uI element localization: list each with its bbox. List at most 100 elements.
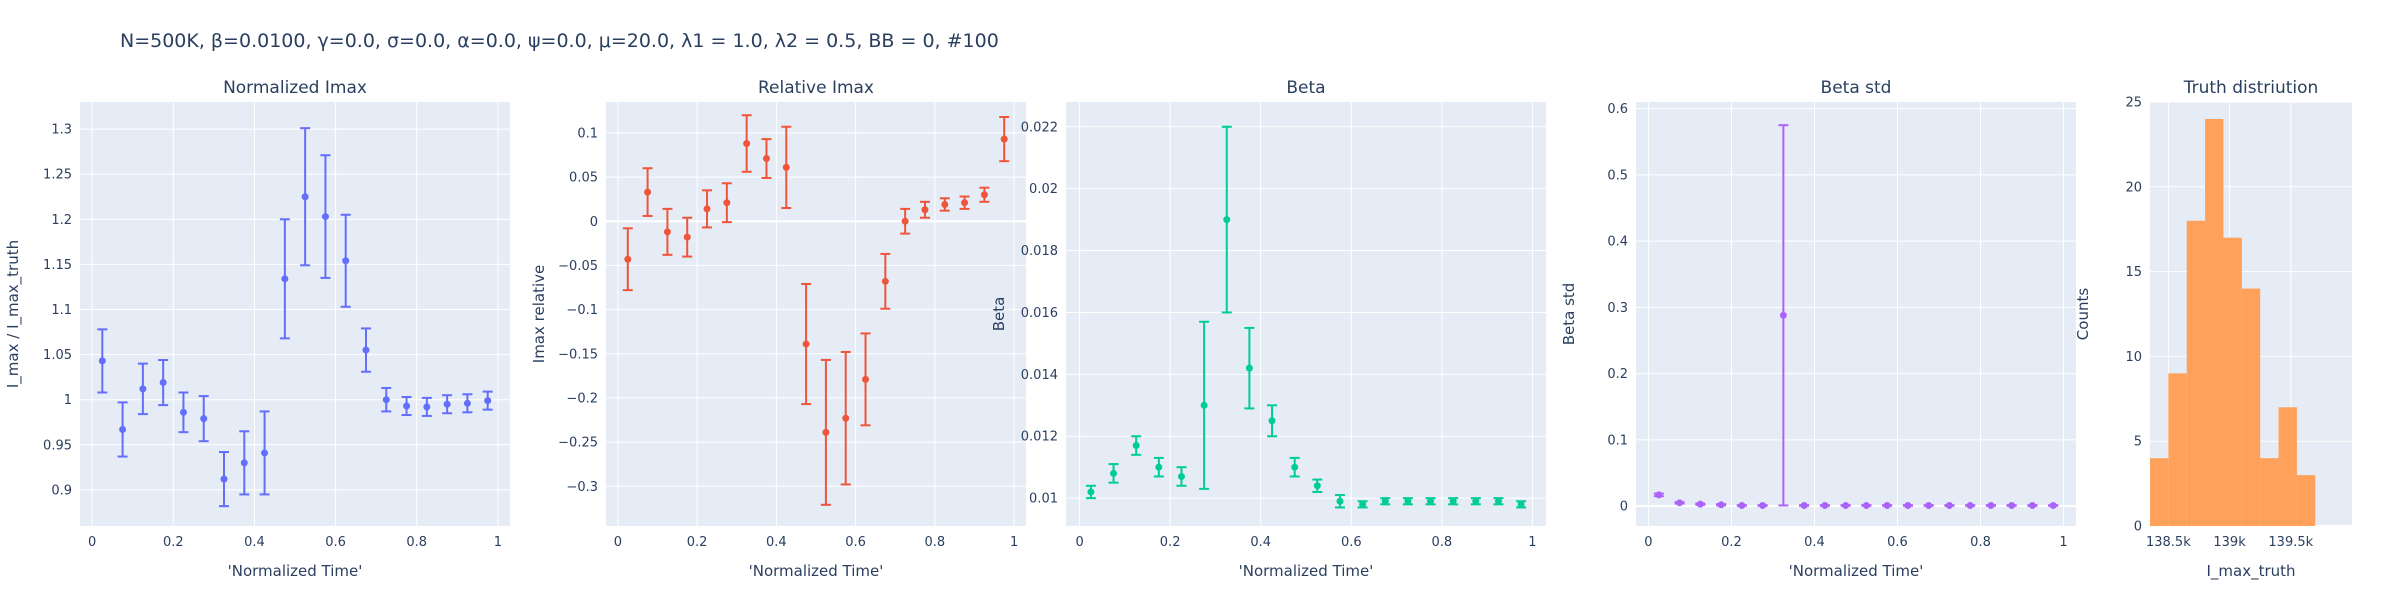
x-tick-label: 0.6 — [325, 535, 346, 550]
marker — [782, 163, 790, 171]
x-tick-label: 0 — [1075, 535, 1083, 550]
marker — [980, 191, 988, 199]
data-point-5 — [1176, 466, 1187, 487]
data-point-10 — [1840, 501, 1851, 509]
marker — [1359, 500, 1367, 508]
marker — [644, 188, 652, 196]
marker — [484, 397, 492, 405]
y-axis-label: I_max / I_max_truth — [4, 240, 23, 388]
marker — [1842, 501, 1850, 509]
histogram-bar-5 — [2223, 237, 2242, 526]
data-point-7 — [741, 114, 752, 173]
marker — [941, 200, 949, 208]
x-tick-label: 0 — [614, 535, 622, 550]
marker — [842, 414, 850, 422]
y-tick-label: 1.15 — [43, 258, 72, 273]
subplot-title: Truth distriution — [2183, 78, 2319, 98]
data-point-18 — [442, 394, 453, 415]
data-point-19 — [462, 393, 473, 414]
y-axis-label: Beta std — [1560, 283, 1578, 346]
subplot-3: 0 0.2 0.4 0.6 0.8 1 0.01 0.012 0.014 0.016 0.018 0.… — [990, 78, 1546, 580]
marker — [463, 399, 471, 407]
data-point-20 — [999, 116, 1010, 163]
x-tick-label: 0.2 — [1721, 535, 1742, 550]
y-tick-label: 0.1 — [577, 126, 598, 141]
y-tick-label: 5 — [2134, 435, 2142, 450]
x-tick-label: 0.4 — [1250, 535, 1271, 550]
marker — [1676, 499, 1684, 507]
marker — [822, 428, 830, 436]
marker — [98, 357, 106, 365]
data-point-8 — [1244, 326, 1255, 410]
y-tick-label: 0 — [590, 215, 598, 230]
marker — [1925, 501, 1933, 509]
data-point-13 — [1357, 500, 1368, 509]
marker — [703, 205, 711, 213]
data-point-14 — [360, 327, 371, 373]
x-tick-label: 0.2 — [1160, 535, 1181, 550]
x-tick-label: 0.8 — [406, 535, 427, 550]
marker — [342, 257, 350, 265]
marker — [1404, 497, 1412, 505]
marker — [1472, 497, 1480, 505]
data-point-10 — [801, 282, 812, 406]
y-tick-label: −0.1 — [566, 303, 598, 318]
marker — [159, 379, 167, 387]
y-tick-label: 1.1 — [51, 303, 72, 318]
x-tick-label: 0.6 — [1341, 535, 1362, 550]
marker — [663, 228, 671, 236]
data-point-16 — [1965, 501, 1976, 509]
data-point-5 — [178, 391, 189, 434]
marker — [200, 415, 208, 423]
data-point-8 — [1799, 501, 1810, 509]
data-point-13 — [860, 332, 871, 427]
data-point-11 — [1861, 501, 1872, 509]
data-point-19 — [1493, 497, 1504, 506]
y-axis-label: Beta — [990, 297, 1008, 332]
subplot-5: 138.5k 139k 139.5k 0 5 10 15 20 25 Truth distriut… — [2074, 78, 2352, 581]
plot-background — [1636, 102, 2076, 526]
y-tick-label: 1.3 — [51, 123, 72, 138]
data-point-14 — [1380, 497, 1391, 506]
data-point-5 — [702, 189, 713, 229]
marker — [802, 340, 810, 348]
subplot-title: Beta std — [1821, 78, 1892, 98]
histogram-bar-2 — [2168, 373, 2187, 526]
data-point-11 — [820, 358, 831, 506]
marker — [921, 206, 929, 214]
marker — [1759, 501, 1767, 509]
marker — [1155, 463, 1163, 471]
y-tick-label: −0.15 — [558, 347, 598, 362]
x-axis-label: I_max_truth — [2206, 562, 2295, 581]
data-point-3 — [137, 362, 148, 416]
x-tick-label: 0.8 — [1970, 535, 1991, 550]
subplot-2: 0 0.2 0.4 0.6 0.8 1 −0.3 −0.25 −0.2 −0.15 −0.1 −0.0… — [530, 78, 1026, 580]
marker — [301, 193, 309, 201]
data-point-20 — [1516, 500, 1527, 509]
marker — [1223, 216, 1231, 224]
y-tick-label: 0.02 — [1029, 182, 1058, 197]
x-tick-label: 0.2 — [687, 535, 708, 550]
x-tick-label: 0.4 — [244, 535, 265, 550]
data-point-16 — [401, 395, 412, 417]
data-point-3 — [1695, 500, 1706, 508]
x-tick-label: 138.5k — [2146, 535, 2191, 550]
y-tick-label: 0.022 — [1021, 120, 1058, 135]
y-tick-label: −0.05 — [558, 259, 598, 274]
x-tick-label: 0.4 — [1804, 535, 1825, 550]
data-point-6 — [1757, 501, 1768, 509]
marker — [2008, 501, 2016, 509]
y-tick-label: 0.012 — [1021, 430, 1058, 445]
y-tick-label: 0.05 — [569, 171, 598, 186]
histogram-bar-6 — [2241, 288, 2261, 526]
data-point-4 — [158, 359, 169, 407]
data-point-8 — [761, 138, 772, 179]
marker — [1904, 501, 1912, 509]
y-tick-label: 1.2 — [51, 213, 72, 228]
y-tick-label: 20 — [2125, 180, 2142, 195]
marker — [1821, 501, 1829, 509]
y-tick-label: 0.4 — [1607, 235, 1628, 250]
marker — [321, 213, 329, 221]
y-tick-label: 10 — [2125, 350, 2142, 365]
